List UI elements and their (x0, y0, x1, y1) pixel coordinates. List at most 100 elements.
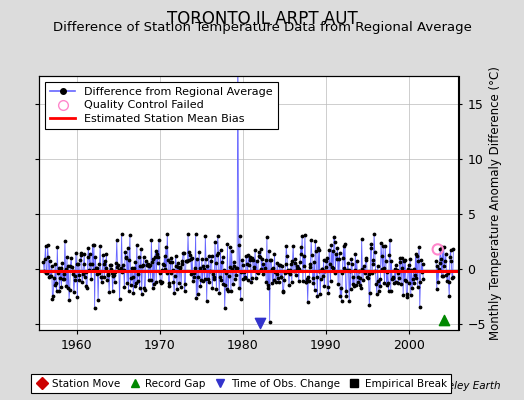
Point (187, 256, 195, 262)
Point (190, 274, 199, 280)
Point (103, 277, 111, 283)
Point (174, 260, 182, 266)
Point (296, 258, 304, 265)
Point (171, 273, 179, 279)
Point (113, 237, 121, 243)
Point (436, 256, 445, 262)
Point (315, 247, 324, 253)
Point (165, 283, 173, 289)
Point (432, 258, 440, 264)
Point (76, 257, 84, 263)
Point (60, 275, 69, 282)
Point (180, 287, 189, 294)
Point (322, 264, 330, 271)
Point (277, 273, 286, 280)
Point (134, 271, 143, 278)
Point (95, 260, 104, 267)
Point (85, 250, 94, 257)
Point (228, 266, 236, 272)
Point (412, 275, 420, 281)
Point (281, 261, 290, 268)
Point (253, 258, 261, 264)
Point (347, 256, 355, 262)
Point (269, 265, 277, 271)
Point (46, 258, 54, 264)
Point (106, 262, 115, 268)
Point (330, 234, 338, 240)
Point (184, 257, 193, 264)
Point (350, 282, 358, 289)
Point (208, 285, 216, 291)
Point (225, 273, 233, 279)
Point (54, 265, 63, 272)
Point (168, 259, 176, 265)
Point (189, 278, 197, 284)
Point (368, 270, 376, 276)
Point (340, 243, 348, 249)
Point (337, 298, 346, 304)
Point (125, 257, 134, 263)
Point (324, 290, 333, 296)
Point (254, 249, 263, 256)
Point (95, 270, 103, 276)
Point (128, 264, 136, 271)
Point (329, 248, 337, 254)
Point (150, 281, 158, 288)
Point (389, 274, 397, 280)
Point (235, 285, 244, 292)
Point (301, 278, 310, 285)
Point (440, 317, 449, 323)
Point (79, 271, 87, 277)
Point (376, 283, 385, 289)
Point (381, 242, 389, 249)
Point (162, 270, 171, 276)
Point (282, 243, 290, 250)
Point (238, 262, 247, 268)
Point (121, 248, 129, 255)
Point (343, 267, 351, 273)
Point (226, 244, 234, 250)
Point (438, 273, 446, 280)
Point (337, 284, 345, 291)
Point (52, 288, 61, 294)
Point (191, 265, 199, 271)
Point (377, 252, 386, 259)
Point (61, 238, 69, 244)
Point (385, 252, 394, 258)
Point (197, 277, 205, 284)
Point (230, 263, 238, 269)
Point (85, 267, 93, 274)
Point (152, 279, 160, 285)
Point (144, 261, 152, 267)
Point (220, 267, 228, 273)
Point (264, 285, 272, 291)
Point (180, 250, 188, 256)
Point (262, 279, 270, 285)
Point (159, 261, 167, 267)
Point (68, 268, 77, 274)
Point (145, 262, 154, 269)
Point (372, 268, 380, 274)
Point (110, 271, 118, 278)
Point (215, 290, 223, 296)
Point (195, 265, 204, 272)
Point (271, 268, 279, 275)
Point (39, 258, 48, 265)
Point (93, 265, 102, 271)
Point (223, 285, 231, 292)
Point (105, 289, 113, 295)
Point (49, 293, 57, 299)
Point (319, 273, 327, 280)
Point (216, 246, 225, 253)
Point (111, 268, 119, 275)
Point (146, 262, 154, 268)
Point (411, 250, 420, 257)
Point (316, 291, 324, 297)
Point (149, 284, 157, 291)
Point (111, 278, 119, 285)
Point (211, 239, 219, 245)
Point (348, 280, 357, 287)
Point (222, 270, 230, 276)
Point (260, 268, 268, 274)
Point (198, 256, 206, 262)
